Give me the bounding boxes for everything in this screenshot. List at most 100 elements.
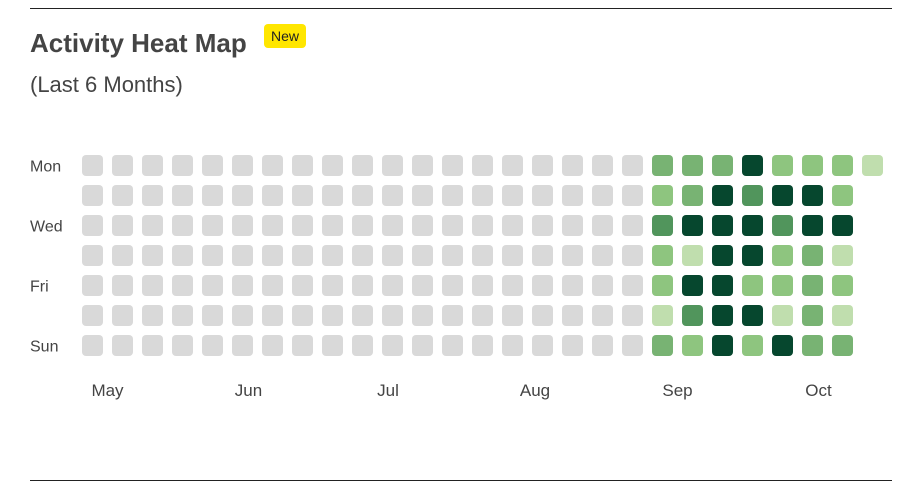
heatmap-cell <box>802 245 823 266</box>
heatmap-cell <box>592 305 613 326</box>
heatmap-cell <box>832 275 853 296</box>
heatmap-cell <box>712 275 733 296</box>
heatmap-cell <box>772 275 793 296</box>
heatmap-cell <box>82 185 103 206</box>
heatmap-cell <box>292 155 313 176</box>
heatmap-cell <box>712 155 733 176</box>
heatmap-cell <box>412 155 433 176</box>
heatmap-cell <box>322 275 343 296</box>
heatmap-cell <box>382 245 403 266</box>
heatmap-cell <box>802 335 823 356</box>
heatmap-cell <box>502 185 523 206</box>
heatmap-cell <box>802 155 823 176</box>
heatmap-cell <box>832 155 853 176</box>
heatmap-cell <box>802 185 823 206</box>
heatmap-cell <box>262 335 283 356</box>
new-badge: New <box>264 24 307 48</box>
heatmap-cell <box>82 335 103 356</box>
month-label-sep: Sep <box>662 381 692 400</box>
heatmap-cell <box>772 155 793 176</box>
heatmap-cell <box>352 215 373 236</box>
heatmap-cell <box>562 335 583 356</box>
heatmap-cell <box>112 215 133 236</box>
heatmap-cell <box>322 335 343 356</box>
heatmap-cell <box>172 215 193 236</box>
heatmap-cell <box>112 275 133 296</box>
heatmap-cell <box>112 335 133 356</box>
heatmap-cell <box>202 335 223 356</box>
heatmap-cell <box>772 305 793 326</box>
heatmap-cell <box>232 215 253 236</box>
heatmap-cell <box>322 245 343 266</box>
heatmap-cell <box>502 215 523 236</box>
heatmap-cell <box>712 185 733 206</box>
top-divider <box>30 8 892 9</box>
heatmap-cell <box>742 335 763 356</box>
heatmap-cell <box>832 185 853 206</box>
heatmap-cell <box>232 305 253 326</box>
heatmap-cell <box>742 305 763 326</box>
heatmap-cell <box>622 215 643 236</box>
heatmap-cell <box>262 185 283 206</box>
chart-title: Activity Heat Map <box>30 28 247 58</box>
heatmap-cell <box>142 305 163 326</box>
heatmap-cell <box>142 245 163 266</box>
chart-subtitle: (Last 6 Months) <box>30 72 183 97</box>
heatmap-cell <box>742 245 763 266</box>
heatmap-cell <box>832 215 853 236</box>
heatmap-cell <box>232 155 253 176</box>
heatmap-cell <box>172 305 193 326</box>
heatmap-cell <box>532 245 553 266</box>
month-label-may: May <box>91 381 124 400</box>
heatmap-cell <box>262 305 283 326</box>
heatmap-cell <box>442 215 463 236</box>
heatmap-cell <box>742 185 763 206</box>
heatmap-cell <box>352 275 373 296</box>
day-label-mon: Mon <box>30 159 61 176</box>
heatmap-cell <box>532 335 553 356</box>
heatmap-cell <box>652 185 673 206</box>
month-label-jun: Jun <box>235 381 262 400</box>
heatmap-cell <box>622 275 643 296</box>
heatmap-cell <box>412 305 433 326</box>
heatmap-cell <box>472 155 493 176</box>
bottom-divider <box>30 480 892 481</box>
heatmap-cell <box>862 155 883 176</box>
heatmap-cell <box>322 305 343 326</box>
heatmap-cell <box>382 155 403 176</box>
heatmap-cell <box>562 155 583 176</box>
heatmap-cell <box>172 275 193 296</box>
heatmap-cell <box>682 275 703 296</box>
heatmap-cell <box>442 275 463 296</box>
heatmap-cell <box>772 335 793 356</box>
heatmap-cell <box>592 245 613 266</box>
heatmap-cell <box>142 155 163 176</box>
heatmap-cell <box>472 275 493 296</box>
heatmap-cell <box>802 275 823 296</box>
heatmap-cell <box>82 245 103 266</box>
heatmap-cell <box>142 275 163 296</box>
heatmap-cell <box>742 155 763 176</box>
heatmap-cell <box>472 215 493 236</box>
heatmap-cell <box>82 275 103 296</box>
heatmap-cell <box>82 215 103 236</box>
month-label-aug: Aug <box>520 381 550 400</box>
heatmap-cell <box>292 245 313 266</box>
heatmap-cell <box>502 305 523 326</box>
heatmap-cell <box>292 215 313 236</box>
heatmap-cell <box>412 185 433 206</box>
heatmap-cell <box>652 335 673 356</box>
heatmap-cell <box>262 155 283 176</box>
heatmap-cell <box>442 155 463 176</box>
heatmap-cell <box>622 335 643 356</box>
heatmap-cell <box>292 305 313 326</box>
heatmap-cell <box>682 305 703 326</box>
heatmap-cell <box>832 335 853 356</box>
heatmap-cell <box>592 275 613 296</box>
heatmap-cell <box>802 215 823 236</box>
heatmap-cell <box>592 185 613 206</box>
heatmap-cell <box>472 335 493 356</box>
heatmap-cell <box>682 155 703 176</box>
heatmap-cell <box>472 305 493 326</box>
month-label-jul: Jul <box>377 381 399 400</box>
